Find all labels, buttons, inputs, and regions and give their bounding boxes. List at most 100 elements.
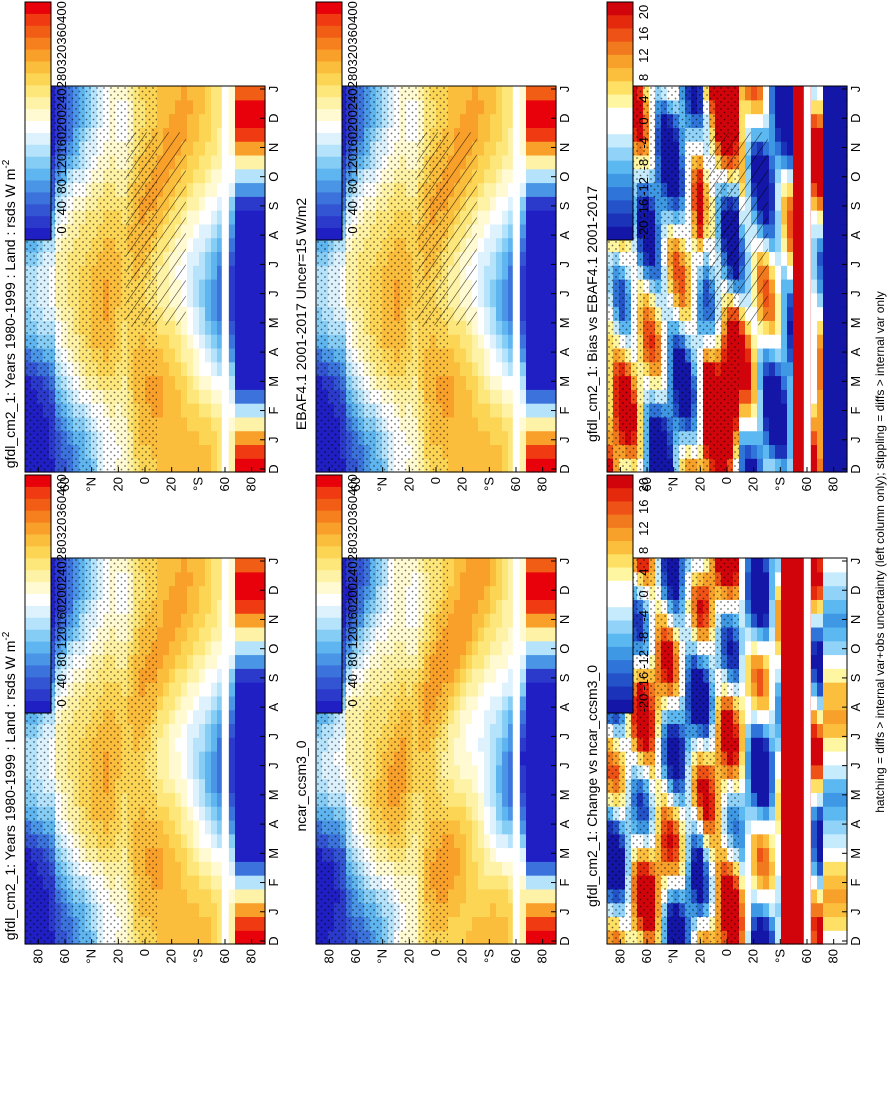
heatmap-cell [259, 558, 266, 573]
heatmap-cell [787, 223, 794, 239]
heatmap-cell [247, 223, 254, 239]
heatmap-cell [544, 416, 551, 432]
heatmap-cell [241, 695, 248, 711]
heatmap-cell [199, 361, 206, 377]
heatmap-cell [811, 127, 818, 142]
heatmap-cell [259, 792, 266, 807]
heatmap-cell [193, 737, 200, 752]
heatmap-cell [193, 668, 200, 683]
heatmap-cell [259, 709, 266, 725]
heatmap-cell [448, 375, 455, 390]
heatmap-cell [235, 430, 242, 446]
heatmap-cell [253, 113, 260, 128]
heatmap-cell [157, 778, 164, 793]
heatmap-cell [538, 223, 545, 239]
heatmap-cell [799, 403, 806, 418]
heatmap-cell [811, 389, 818, 404]
heatmap-cell [157, 902, 164, 918]
heatmap-cell [247, 902, 254, 918]
heatmap-cell [253, 292, 260, 308]
heatmap-cell [247, 99, 254, 115]
heatmap-cell [484, 127, 491, 142]
heatmap-cell [241, 682, 248, 697]
heatmap-cell [775, 127, 782, 142]
heatmap-cell [175, 444, 182, 459]
heatmap-cell [169, 86, 176, 101]
heatmap-cell [829, 168, 836, 184]
heatmap-cell [763, 403, 770, 418]
heatmap-cell [181, 99, 188, 115]
heatmap-cell [496, 251, 503, 266]
heatmap-cell [787, 86, 794, 101]
heatmap-cell [181, 640, 188, 656]
heatmap-cell [217, 833, 224, 849]
heatmap-cell [829, 154, 836, 170]
heatmap-cell [490, 154, 497, 170]
heatmap-cell [829, 210, 836, 225]
heatmap-cell [181, 847, 188, 862]
heatmap-cell [259, 654, 266, 669]
heatmap-cell [841, 389, 848, 404]
heatmap-cell [187, 237, 194, 253]
heatmap-cell [829, 444, 836, 459]
heatmap-cell [799, 458, 806, 473]
heatmap-cell [199, 682, 206, 697]
heatmap-cell [211, 847, 218, 862]
heatmap-cell [235, 113, 242, 128]
heatmap-cell [745, 444, 752, 459]
heatmap-cell [169, 751, 176, 766]
heatmap-cell [799, 361, 806, 377]
heatmap-cell [187, 585, 194, 600]
heatmap-cell [520, 141, 527, 156]
heatmap-cell [829, 458, 836, 473]
heatmap-cell [550, 196, 557, 211]
heatmap-cell [199, 210, 206, 225]
heatmap-cell [751, 99, 758, 115]
heatmap-cell [217, 251, 224, 266]
heatmap-cell [538, 113, 545, 128]
heatmap-cell [811, 320, 818, 335]
heatmap-cell [163, 875, 170, 890]
heatmap-cell [247, 389, 254, 404]
heatmap-cell [538, 403, 545, 418]
heatmap-cell [781, 265, 788, 280]
colorbar-swatch [25, 582, 51, 595]
heatmap-cell [781, 444, 788, 459]
month-tick-label: F [848, 407, 863, 415]
heatmap-cell [544, 389, 551, 404]
heatmap-cell [817, 210, 824, 225]
heatmap-cell [835, 403, 842, 418]
heatmap-cell [781, 361, 788, 377]
colorbar-swatch [25, 109, 51, 122]
heatmap-cell [739, 334, 746, 349]
heatmap-cell [799, 375, 806, 390]
heatmap-cell [253, 930, 260, 945]
month-tick-label: S [557, 201, 572, 210]
heatmap-cell [229, 599, 236, 614]
heatmap-cell [253, 833, 260, 849]
heatmap-cell [823, 86, 830, 101]
heatmap-cell [478, 223, 485, 239]
heatmap-cell [775, 347, 782, 363]
heatmap-cell [259, 902, 266, 918]
heatmap-cell [199, 640, 206, 656]
heatmap-cell [169, 668, 176, 683]
heatmap-cell [745, 430, 752, 446]
heatmap-cell [163, 113, 170, 128]
heatmap-cell [526, 403, 533, 418]
colorbar-swatch [316, 97, 342, 110]
heatmap-cell [217, 196, 224, 211]
colorbar-tick-label: 280 [54, 67, 69, 89]
heatmap-cell [538, 141, 545, 156]
heatmap-cell [520, 306, 527, 321]
heatmap-cell [217, 626, 224, 642]
heatmap-cell [817, 141, 824, 156]
lat-tick-label: °S [772, 477, 787, 491]
heatmap-cell [241, 168, 248, 184]
heatmap-cell [460, 375, 467, 390]
heatmap-cell [817, 251, 824, 266]
heatmap-cell [478, 361, 485, 377]
heatmap-cell [478, 154, 485, 170]
heatmap-cell [247, 723, 254, 738]
heatmap-cell [496, 141, 503, 156]
